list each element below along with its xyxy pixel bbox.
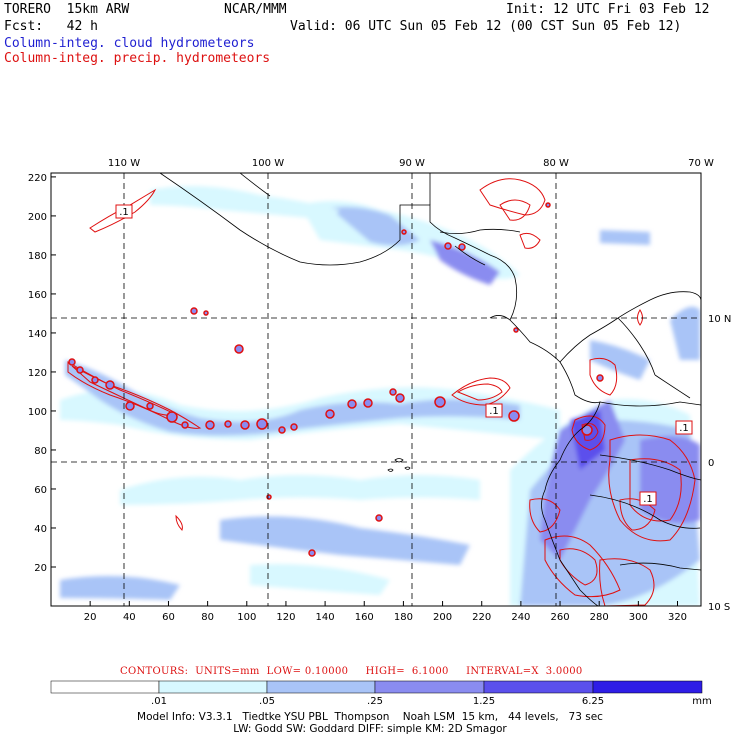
y-tick-label: 200 bbox=[28, 212, 47, 223]
color-legend: .01 .05 .25 1.25 6.25 mm bbox=[50, 680, 712, 707]
legend-label: 6.25 bbox=[582, 696, 604, 707]
forecast-hour: Fcst: 42 h bbox=[4, 19, 98, 34]
x-tick-label: 60 bbox=[162, 612, 175, 623]
contour-label-4: .1 bbox=[643, 494, 653, 505]
x-index-ticks: 20 40 60 80 100 120 140 160 180 200 220 240 260 280 30… bbox=[84, 601, 687, 623]
lat-label: 10 N bbox=[708, 314, 731, 325]
legend-bin bbox=[483, 680, 594, 694]
legend-bin bbox=[374, 680, 485, 694]
x-tick-label: 140 bbox=[316, 612, 335, 623]
legend-bin bbox=[266, 680, 376, 694]
lon-label: 110 W bbox=[108, 158, 140, 169]
y-tick-label: 140 bbox=[28, 329, 47, 340]
x-tick-label: 160 bbox=[355, 612, 374, 623]
x-tick-label: 260 bbox=[550, 612, 569, 623]
legend-label: .01 bbox=[151, 696, 167, 707]
legend-bin bbox=[158, 680, 268, 694]
field-cloud-label: Column-integ. cloud hydrometeors bbox=[4, 36, 255, 51]
y-tick-label: 120 bbox=[28, 368, 47, 379]
coastlines bbox=[159, 173, 701, 606]
legend-label: .05 bbox=[259, 696, 275, 707]
legend-unit: mm bbox=[692, 696, 711, 707]
lat-lon-grid bbox=[51, 173, 701, 606]
x-tick-label: 40 bbox=[123, 612, 136, 623]
x-tick-label: 200 bbox=[433, 612, 452, 623]
x-tick-label: 240 bbox=[511, 612, 530, 623]
lon-labels: 110 W 100 W 90 W 80 W 70 W bbox=[108, 158, 714, 169]
plot-frame bbox=[50, 172, 702, 607]
x-tick-label: 300 bbox=[629, 612, 648, 623]
y-tick-label: 60 bbox=[34, 485, 47, 496]
lat-label: 0 bbox=[708, 458, 714, 469]
y-tick-label: 20 bbox=[34, 563, 47, 574]
lon-label: 90 W bbox=[399, 158, 425, 169]
y-tick-label: 220 bbox=[28, 173, 47, 184]
field-precip-label: Column-integ. precip. hydrometeors bbox=[4, 51, 271, 66]
model-title: TORERO 15km ARW bbox=[4, 2, 130, 17]
hydrometeor-field bbox=[51, 173, 701, 606]
y-tick-label: 180 bbox=[28, 251, 47, 262]
lat-labels: 10 N 0 10 S bbox=[708, 314, 731, 613]
x-tick-label: 80 bbox=[201, 612, 214, 623]
x-tick-label: 120 bbox=[276, 612, 295, 623]
contour-label-2: .1 bbox=[489, 406, 499, 417]
legend-bin bbox=[592, 680, 703, 694]
x-tick-label: 100 bbox=[237, 612, 256, 623]
y-tick-label: 80 bbox=[34, 446, 47, 457]
contour-label-boxes bbox=[115, 204, 693, 506]
x-tick-label: 180 bbox=[394, 612, 413, 623]
lon-label: 80 W bbox=[543, 158, 569, 169]
lon-label: 70 W bbox=[688, 158, 714, 169]
y-index-ticks: 20 40 60 80 100 120 140 160 180 200 220 bbox=[28, 173, 56, 574]
x-tick-label: 280 bbox=[590, 612, 609, 623]
x-tick-label: 220 bbox=[472, 612, 491, 623]
lat-label: 10 S bbox=[708, 602, 730, 613]
x-tick-label: 320 bbox=[668, 612, 687, 623]
model-info-line2: LW: Godd SW: Goddard DIFF: simple KM: 2D… bbox=[233, 723, 507, 735]
x-tick-label: 20 bbox=[84, 612, 97, 623]
legend-label: 1.25 bbox=[473, 696, 495, 707]
contour-label-1: .1 bbox=[119, 207, 129, 218]
org-label: NCAR/MMM bbox=[224, 2, 287, 17]
legend-label: .25 bbox=[367, 696, 383, 707]
y-tick-label: 100 bbox=[28, 407, 47, 418]
model-info-line1: Model Info: V3.3.1 Tiedtke YSU PBL Thomp… bbox=[137, 711, 603, 723]
contour-label-3: .1 bbox=[679, 423, 689, 434]
legend-bin bbox=[50, 680, 160, 694]
y-tick-label: 40 bbox=[34, 524, 47, 535]
init-time: Init: 12 UTC Fri 03 Feb 12 bbox=[506, 2, 710, 17]
valid-time: Valid: 06 UTC Sun 05 Feb 12 (00 CST Sun … bbox=[290, 19, 682, 34]
lon-label: 100 W bbox=[252, 158, 284, 169]
contours-info: CONTOURS: UNITS=mm LOW= 0.10000 HIGH= 6.… bbox=[120, 666, 583, 677]
y-tick-label: 160 bbox=[28, 290, 47, 301]
convective-cores bbox=[68, 202, 604, 557]
